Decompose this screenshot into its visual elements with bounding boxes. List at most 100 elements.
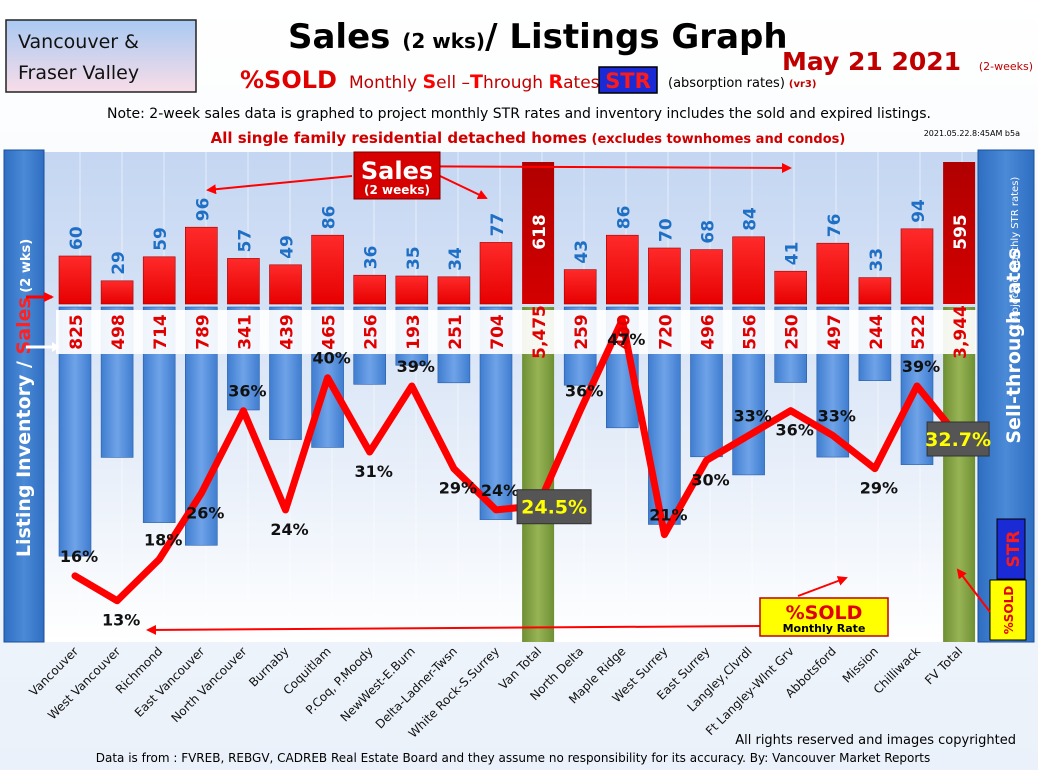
sales-bar-langley-clvrdl [732,236,765,305]
pct-label: 40% [312,349,350,368]
str-desc-part-6: ates [563,73,600,93]
timestamp: 2021.05.22.8:45AM b5a [924,129,1020,138]
left-axis-sales: Sales [13,297,35,354]
sold-rate-point [914,382,920,389]
sales-label: 59 [151,227,171,251]
labels-layer: 60 825 16% 29 498 13% 59 714 18% 96 789 26% 57 341 36%… [60,198,991,630]
bars-layer [56,162,976,642]
sales-bar-newwest-e-burn [395,275,429,305]
pct-label: 36% [776,421,814,440]
sales-bar-maple-ridge [605,234,639,305]
sales-label: 60 [67,226,87,250]
sold-rate-point [450,465,457,472]
monthly-arrow-left [146,624,761,635]
pct-label: 21% [649,506,687,525]
sales-bar-north-vancouver [227,258,260,305]
pct-label: 47% [607,330,645,349]
monthly-callout-title: %SOLD [786,602,863,624]
monthly-callout-sub: Monthly Rate [783,622,866,635]
sales-label: 94 [909,199,929,223]
sold-rate-point [240,407,247,414]
sales-label: 49 [278,235,298,259]
right-axis-label: Sell-through rates [1003,248,1025,443]
left-axis-part3: (2 wks) [19,239,34,297]
sold-rate-point [829,432,836,439]
pct-label: 39% [902,357,940,376]
sales-label: 77 [488,213,508,237]
sales-label: 86 [614,206,634,230]
sold-rate-point [408,382,415,389]
sales-bar-mission [858,277,892,305]
sold-rate-point [787,407,794,414]
sales-bar-east-vancouver [185,226,218,305]
sales-label: 68 [699,220,719,244]
listing-label: 714 [151,314,171,350]
scope-text: All single family residential detached h… [211,129,846,147]
sales-callout-title: Sales [361,157,433,185]
sales-callout-sub: (2 weeks) [364,183,430,197]
pct-label: 26% [186,503,224,522]
pct-label: 36% [565,382,603,401]
pct-label: 24% [270,520,308,539]
str-desc-part-3: T [470,71,483,93]
sales-bar-white-rock-s-surrey [479,242,513,305]
sales-arrow-down [439,175,488,200]
pct-label: 24% [481,481,519,500]
scope-main: All single family residential detached h… [211,129,587,147]
listing-marker-head [52,342,60,352]
sales-bar-ft-langley-wlnt-grv [774,270,808,305]
sold-rate-point [324,374,331,381]
monthly-callout-box [759,597,889,637]
monthly-arrow-right [956,568,991,613]
sold-rate-point [661,531,668,538]
pct-label: 31% [355,462,393,481]
left-axis-part1: Listing Inventory / [13,354,35,557]
sales-label: 84 [741,207,761,231]
str-description: Monthly Sell –Through Rates [349,71,600,93]
pct-label: 18% [144,530,182,549]
sales-label: 35 [404,246,424,270]
sales-label: 86 [320,206,340,230]
sales-bar-abbotsford [816,242,850,305]
sold-rate-point [619,316,626,323]
title-rest: / Listings Graph [485,17,788,57]
total-pct-box [926,421,990,457]
listing-label: 465 [320,314,340,350]
title-paren: (2 wks) [402,29,485,53]
listing-label: 244 [867,314,887,350]
right-sold-box [989,579,1027,641]
listing-label: 439 [278,314,298,350]
sales-bar-west-surrey [648,247,681,305]
region-line-1: Vancouver & [18,31,139,53]
listing-label: 825 [67,314,87,350]
listing-label: 497 [825,314,845,350]
str-desc-part-1: S [422,71,436,93]
left-axis-bar [3,149,45,643]
total-pct-label: 24.5% [521,497,587,519]
sold-rate-point [703,457,710,464]
region-box [5,19,197,93]
source-text: Data is from : FVREB, REBGV, CADREB Real… [96,751,931,765]
str-badge: STR [605,69,651,93]
pct-label: 29% [439,479,477,498]
region-line-2: Fraser Valley [18,62,139,84]
listing-label: 193 [404,314,424,350]
sales-bar-delta-ladner-twsn [437,276,471,305]
listing-label: 496 [699,314,719,350]
sales-bar-west-vancouver [100,280,134,305]
pct-label: 30% [691,470,729,489]
date-note: (2-weeks) [979,60,1033,73]
total-pct-box [516,489,592,525]
total-pct-label: 32.7% [925,429,991,451]
sales-label: 96 [193,198,213,222]
absorption-text: (absorption rates) [668,76,785,91]
listing-label: 5,475 [530,305,550,359]
listing-label: 400 [614,314,634,350]
absorption-note: (absorption rates) (vr3) [668,76,816,91]
listing-label: 251 [446,314,466,350]
sales-bar-chilliwack [900,228,934,305]
str-desc-part-5: R [549,71,564,93]
pct-label: 13% [102,611,140,630]
note-text: Note: 2-week sales data is graphed to pr… [107,106,931,122]
